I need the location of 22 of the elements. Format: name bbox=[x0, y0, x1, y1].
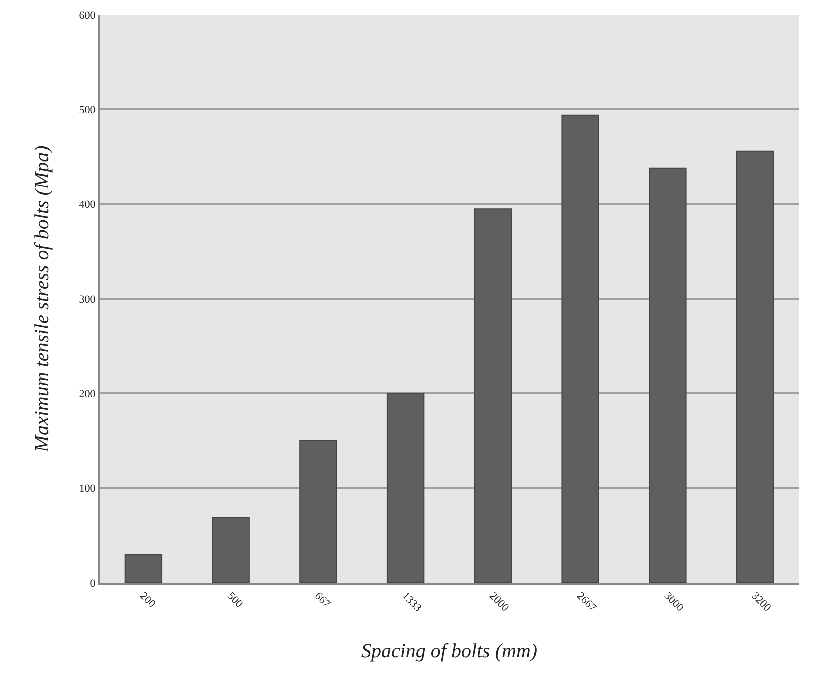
bar bbox=[386, 393, 425, 583]
bar bbox=[124, 554, 163, 583]
bar bbox=[562, 114, 600, 583]
y-tick-label: 100 bbox=[79, 483, 96, 496]
y-axis-title: Maximum tensile stress of bolts (Mpa) bbox=[31, 145, 54, 454]
y-tick-label: 0 bbox=[90, 578, 96, 590]
y-tick-label: 300 bbox=[79, 294, 96, 306]
y-tick-label: 400 bbox=[79, 199, 96, 212]
x-tick-label: 1333 bbox=[400, 590, 424, 615]
x-tick-label: 500 bbox=[225, 590, 246, 611]
y-tick-label: 500 bbox=[79, 104, 96, 117]
bar bbox=[649, 168, 687, 583]
y-tick-label: 200 bbox=[79, 388, 96, 401]
bar bbox=[212, 517, 250, 583]
x-tick-label: 667 bbox=[312, 590, 333, 611]
x-tick-label: 200 bbox=[138, 590, 158, 611]
bar bbox=[474, 208, 512, 583]
x-axis-title: Spacing of bolts (mm) bbox=[361, 640, 538, 663]
bar bbox=[300, 440, 338, 583]
bar bbox=[736, 150, 774, 583]
x-tick-label: 2667 bbox=[574, 590, 599, 615]
y-tick-label: 600 bbox=[79, 10, 96, 22]
